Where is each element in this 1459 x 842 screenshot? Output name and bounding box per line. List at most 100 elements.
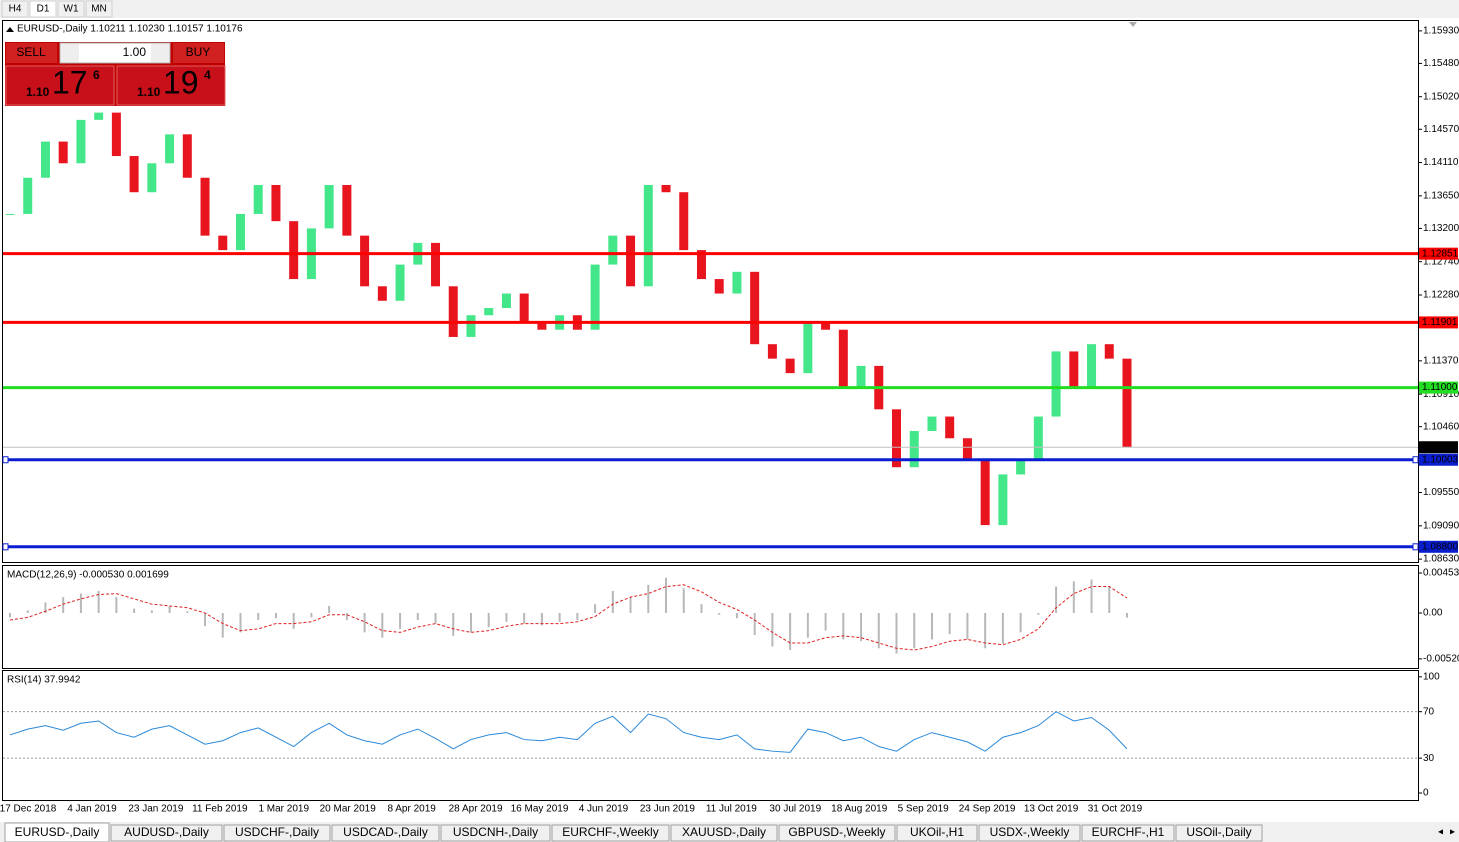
tab-label[interactable]: USDCNH-,Daily: [453, 825, 538, 839]
x-tick-label: 11 Feb 2019: [192, 804, 248, 815]
candle: [58, 141, 68, 164]
lots-value[interactable]: 1.00: [123, 45, 147, 59]
x-tick-label: 16 May 2019: [511, 804, 569, 815]
tab[interactable]: [1175, 824, 1263, 842]
candle: [590, 264, 600, 330]
x-tick-label: 4 Jan 2019: [67, 804, 117, 815]
tab-label[interactable]: USOil-,Daily: [1186, 825, 1251, 839]
x-tick-label: 17 Dec 2018: [0, 804, 57, 815]
tab-label[interactable]: XAUUSD-,Daily: [682, 825, 766, 839]
candle: [1051, 351, 1061, 417]
tab[interactable]: [110, 824, 223, 842]
candle: [927, 416, 937, 432]
tab-label[interactable]: EURCHF-,Weekly: [562, 825, 658, 839]
buy-label[interactable]: BUY: [186, 45, 211, 59]
x-tick-label: 23 Jun 2019: [640, 804, 695, 815]
timeframe-label[interactable]: D1: [37, 4, 50, 15]
timeframe-label[interactable]: W1: [64, 4, 79, 15]
candle: [714, 279, 724, 294]
tab-label[interactable]: EURCHF-,H1: [1092, 825, 1165, 839]
level-handle: [2, 543, 9, 551]
tab[interactable]: [223, 824, 331, 842]
level-handle: [1412, 543, 1419, 551]
tab[interactable]: [4, 822, 110, 842]
price-main[interactable]: 17: [52, 64, 88, 100]
tab[interactable]: [896, 824, 978, 842]
tab-label[interactable]: USDCAD-,Daily: [343, 825, 428, 839]
x-tick-label: 1 Mar 2019: [258, 804, 309, 815]
tab-scroll-left[interactable]: ◂: [1438, 827, 1443, 838]
lots-field[interactable]: [59, 42, 171, 64]
rsi-panel: [2, 670, 1419, 801]
tab[interactable]: [670, 824, 778, 842]
candle: [271, 184, 281, 222]
timeframe-button[interactable]: [85, 0, 113, 18]
buy-button[interactable]: [173, 43, 224, 63]
candle: [1104, 344, 1114, 359]
current-price-box: [1419, 441, 1458, 454]
y-tick-label: 0: [1423, 788, 1429, 799]
candle: [395, 264, 405, 301]
level-price-label: 1.11000: [1422, 382, 1458, 393]
x-tick-label: 30 Jul 2019: [769, 804, 821, 815]
x-tick-label: 20 Mar 2019: [320, 804, 377, 815]
sell-label[interactable]: SELL: [16, 45, 46, 59]
y-tick-label: -0.005207: [1423, 654, 1459, 665]
price-button[interactable]: [5, 65, 115, 106]
tab[interactable]: [331, 824, 440, 842]
candle: [360, 235, 370, 287]
timeframe-label[interactable]: MN: [91, 4, 107, 15]
candle: [696, 250, 706, 280]
tab-label[interactable]: EURUSD-,Daily: [15, 825, 100, 839]
y-tick-label: 1.12280: [1423, 290, 1459, 301]
y-tick-label: 1.08630: [1423, 554, 1459, 565]
tab[interactable]: [440, 824, 551, 842]
candle: [892, 409, 902, 468]
candle: [821, 322, 831, 330]
level-price-label: 1.08800: [1422, 541, 1459, 552]
lots-down[interactable]: [61, 44, 79, 62]
level-price-box: [1419, 381, 1458, 394]
candle: [1069, 351, 1079, 388]
y-tick-label: 0.00: [1423, 608, 1443, 619]
timeframe-button[interactable]: [57, 0, 85, 18]
tab[interactable]: [978, 824, 1081, 842]
collapse-icon: [6, 27, 14, 32]
candle: [608, 235, 618, 265]
tab-scroll-right[interactable]: ▸: [1450, 827, 1455, 838]
candle: [1087, 344, 1097, 388]
tab[interactable]: [1081, 824, 1175, 842]
tab-label[interactable]: UKOil-,H1: [910, 825, 964, 839]
price-pip[interactable]: 6: [93, 68, 100, 82]
tab-label[interactable]: USDX-,Weekly: [990, 825, 1070, 839]
candle: [785, 358, 795, 374]
tab-label[interactable]: USDCHF-,Daily: [235, 825, 319, 839]
tab[interactable]: [778, 824, 896, 842]
sell-button[interactable]: [6, 43, 57, 63]
lots-up[interactable]: [151, 44, 169, 62]
y-tick-label: 1.09090: [1423, 520, 1459, 531]
candle: [945, 416, 955, 439]
timeframe-button[interactable]: [29, 0, 57, 18]
tab-label[interactable]: GBPUSD-,Weekly: [788, 825, 885, 839]
price-button[interactable]: [116, 65, 226, 106]
price-main[interactable]: 19: [163, 64, 199, 100]
x-tick-label: 31 Oct 2019: [1088, 804, 1143, 815]
candle: [76, 119, 86, 164]
tab-label[interactable]: AUDUSD-,Daily: [124, 825, 209, 839]
tab[interactable]: [551, 824, 670, 842]
price-pip[interactable]: 4: [204, 68, 211, 82]
candle: [856, 365, 866, 388]
x-tick-label: 11 Jul 2019: [706, 804, 757, 815]
y-tick-label: 100: [1423, 671, 1440, 682]
y-tick-label: 1.14110: [1423, 157, 1459, 168]
price-big[interactable]: 1.10: [137, 85, 161, 99]
timeframe-button[interactable]: [1, 0, 29, 18]
candle: [40, 141, 50, 178]
candle: [803, 322, 813, 374]
timeframe-label[interactable]: H4: [9, 4, 22, 15]
candle: [626, 235, 636, 287]
candle: [342, 184, 352, 236]
price-big[interactable]: 1.10: [26, 85, 50, 99]
